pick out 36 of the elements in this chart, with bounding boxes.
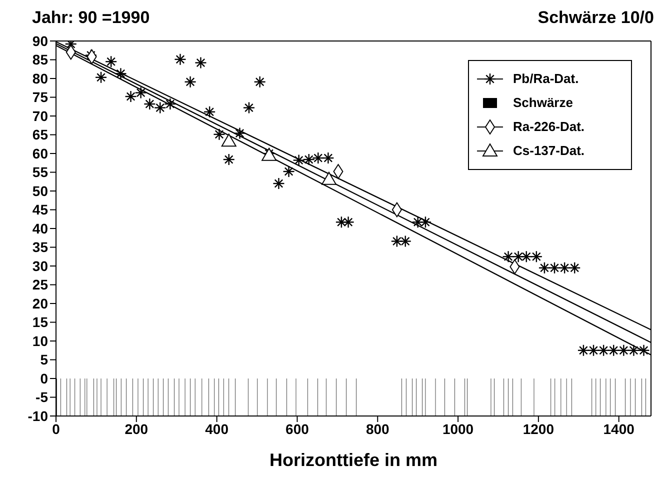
legend-label: Cs-137-Dat. <box>513 142 585 160</box>
y-tick-label: 60 <box>32 145 48 162</box>
y-tick-label: 20 <box>32 295 48 312</box>
x-tick-label: 1200 <box>522 420 554 437</box>
legend-label: Schwärze <box>513 94 573 112</box>
y-tick-label: 0 <box>40 370 48 386</box>
y-tick-label: -5 <box>36 389 48 406</box>
y-tick-label: 90 <box>32 32 48 49</box>
chart-title: Jahr: 90 =1990 <box>32 8 150 28</box>
y-tick-label: 30 <box>32 258 48 274</box>
x-tick-label: 600 <box>286 420 310 437</box>
chart-subtitle: Schwärze 10/0 <box>538 8 654 28</box>
y-tick-label: 40 <box>32 220 48 236</box>
y-tick-label: 25 <box>32 276 48 293</box>
y-tick-label: 75 <box>32 89 48 106</box>
y-tick-label: 85 <box>32 52 48 68</box>
y-tick-label: -10 <box>28 408 48 424</box>
x-tick-label: 0 <box>52 420 60 437</box>
x-tick-label: 200 <box>124 420 148 437</box>
y-tick-label: 10 <box>32 332 48 349</box>
y-tick-label: 15 <box>32 314 48 330</box>
y-tick-label: 45 <box>32 202 48 218</box>
legend-label: Pb/Ra-Dat. <box>513 70 579 88</box>
x-tick-label: 1000 <box>442 420 474 437</box>
x-axis-title: Horizonttiefe in mm <box>269 450 438 470</box>
legend-label: Ra-226-Dat. <box>513 118 585 136</box>
y-tick-label: 50 <box>32 182 48 199</box>
x-tick-label: 800 <box>366 420 390 437</box>
x-tick-label: 400 <box>205 420 229 437</box>
y-tick-label: 65 <box>32 126 48 143</box>
y-tick-label: 5 <box>40 352 48 368</box>
y-tick-label: 55 <box>32 164 48 180</box>
y-tick-label: 35 <box>32 239 48 256</box>
x-tick-label: 1400 <box>603 420 635 437</box>
y-tick-label: 70 <box>32 108 48 124</box>
y-tick-label: 80 <box>32 70 48 86</box>
